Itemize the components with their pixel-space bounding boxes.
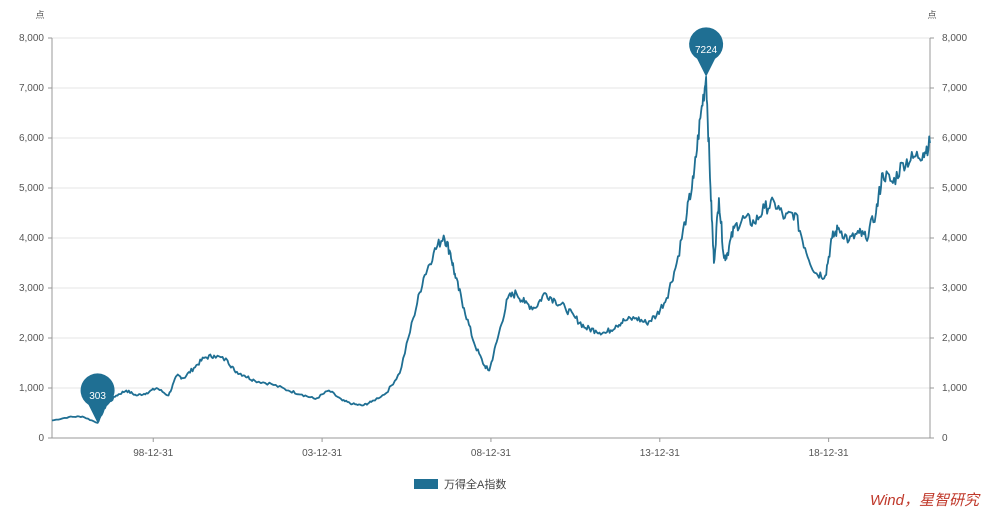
y-tick-label-right: 6,000	[942, 133, 967, 144]
y-tick-label-left: 0	[38, 433, 44, 444]
y-tick-label-left: 6,000	[19, 133, 44, 144]
y-tick-label-left: 5,000	[19, 183, 44, 194]
grid-lines	[52, 37, 930, 439]
x-tick-label: 13-12-31	[640, 448, 680, 459]
y-tick-label-left: 3,000	[19, 283, 44, 294]
y-tick-label-left: 2,000	[19, 333, 44, 344]
x-tick-label: 03-12-31	[302, 448, 342, 459]
value-pin-shape	[689, 27, 724, 77]
legend-label: 万得全A指数	[444, 479, 507, 491]
legend[interactable]: 万得全A指数	[414, 476, 506, 492]
x-tick-label: 18-12-31	[809, 448, 849, 459]
y-unit-right: 点	[927, 10, 936, 20]
value-pin-shape	[80, 373, 115, 423]
annotation-layer: 303 7224	[80, 27, 724, 423]
value-pin-label: 303	[89, 391, 106, 402]
value-pin: 303	[80, 373, 115, 423]
y-tick-label-right: 1,000	[942, 383, 967, 394]
source-credit: Wind，星智研究	[869, 492, 979, 509]
y-tick-label-right: 4,000	[942, 233, 967, 244]
y-tick-label-left: 1,000	[19, 383, 44, 394]
value-pin: 7224	[689, 27, 724, 77]
y-tick-label-right: 3,000	[942, 283, 967, 294]
axes: 0 0 1,000 1,000 2,000 2,000 3,000 3,000 4,000 4,0…	[19, 10, 967, 459]
x-tick-label: 98-12-31	[133, 448, 173, 459]
y-tick-label-right: 5,000	[942, 183, 967, 194]
y-tick-label-right: 2,000	[942, 333, 967, 344]
legend-swatch	[414, 479, 438, 489]
y-tick-label-left: 8,000	[19, 33, 44, 44]
x-tick-label: 08-12-31	[471, 448, 511, 459]
value-pin-label: 7224	[695, 45, 718, 56]
series-line	[51, 75, 931, 424]
y-tick-label-right: 0	[942, 433, 948, 444]
y-unit-left: 点	[35, 10, 44, 20]
y-tick-label-right: 7,000	[942, 83, 967, 94]
y-tick-label-left: 4,000	[19, 233, 44, 244]
y-tick-label-right: 8,000	[942, 33, 967, 44]
series-layer	[51, 75, 931, 424]
y-tick-label-left: 7,000	[19, 83, 44, 94]
